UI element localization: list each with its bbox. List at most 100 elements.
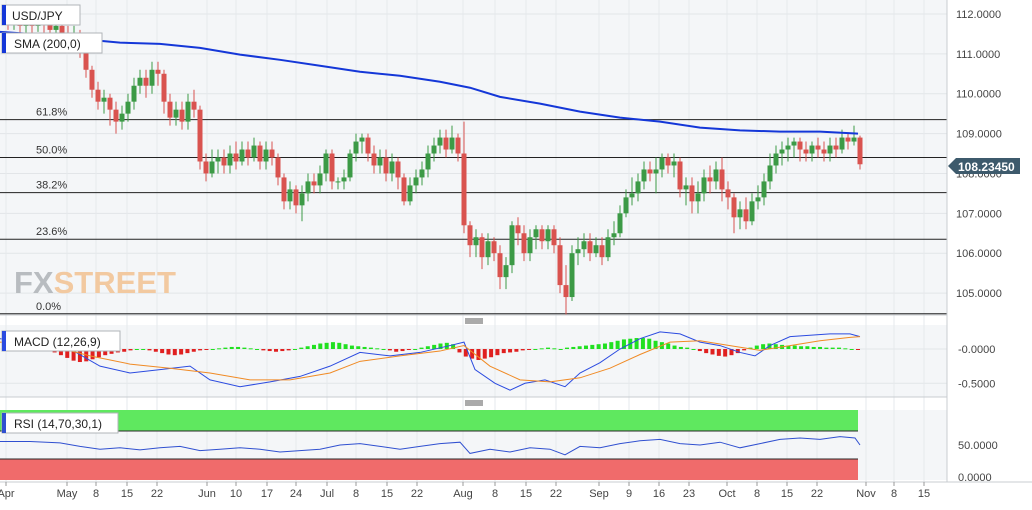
candle-body — [113, 109, 119, 122]
candle-body — [569, 253, 575, 298]
macd-histogram-bar — [571, 346, 576, 349]
time-axis-tick: 8 — [754, 488, 760, 500]
macd-histogram-bar — [198, 349, 203, 351]
macd-histogram-bar — [533, 349, 538, 350]
candle-body — [431, 145, 437, 154]
macd-histogram-bar — [356, 346, 361, 349]
candle-body — [713, 169, 719, 182]
macd-histogram-bar — [311, 344, 316, 349]
macd-histogram-bar — [375, 348, 380, 350]
candle-body — [677, 161, 683, 190]
time-axis-tick: 9 — [626, 488, 632, 500]
candle-body — [59, 25, 65, 34]
candle-body — [311, 181, 317, 186]
macd-histogram-bar — [292, 349, 297, 350]
macd-histogram-bar — [856, 349, 860, 350]
price-axis-tick: 107.0000 — [956, 208, 1002, 220]
macd-histogram-bar — [786, 345, 791, 349]
macd-histogram-bar — [274, 349, 279, 352]
candle-body — [509, 225, 515, 266]
macd-histogram-bar — [229, 346, 234, 349]
candle-body — [749, 201, 755, 222]
candle-body — [401, 177, 407, 202]
price-axis-tick: 105.0000 — [956, 288, 1002, 300]
macd-label-box[interactable]: MACD (12,26,9) — [1, 330, 121, 352]
candle-body — [215, 157, 221, 162]
macd-histogram-bar — [799, 346, 804, 349]
macd-histogram-bar — [387, 349, 392, 351]
candle-body — [485, 241, 491, 258]
macd-histogram-bar — [103, 349, 108, 356]
macd-histogram-bar — [716, 349, 721, 356]
time-axis-tick: 8 — [891, 488, 897, 500]
price-axis-tick: 112.0000 — [956, 9, 1001, 21]
macd-histogram-bar — [432, 344, 437, 349]
macd-histogram-bar — [843, 348, 848, 350]
rsi-label-box[interactable]: RSI (14,70,30,1) — [1, 412, 119, 434]
pane-resize-handle[interactable] — [465, 400, 483, 406]
candle-body — [845, 137, 851, 142]
macd-histogram-bar — [849, 349, 854, 350]
time-axis-tick: 15 — [918, 488, 930, 500]
macd-histogram-bar — [236, 346, 241, 349]
time-axis-tick: 15 — [381, 488, 393, 500]
candle-body — [239, 149, 245, 162]
price-axis-tick: 106.0000 — [956, 248, 1002, 260]
candle-body — [719, 169, 725, 190]
sma-label-box[interactable]: SMA (200,0) — [1, 32, 103, 54]
macd-histogram-bar — [830, 347, 835, 349]
candle-body — [815, 145, 821, 150]
macd-histogram-bar — [546, 347, 551, 349]
pane-resize-handle[interactable] — [465, 318, 483, 324]
macd-histogram-bar — [77, 349, 82, 363]
candle-body — [773, 153, 779, 166]
macd-histogram-bar — [71, 349, 76, 361]
time-axis-tick: 15 — [781, 488, 793, 500]
macd-histogram-bar — [824, 347, 829, 349]
candle-body — [323, 153, 329, 174]
candle-body — [281, 177, 287, 202]
macd-histogram-bar — [223, 347, 228, 349]
candle-body — [659, 157, 665, 170]
macd-histogram-bar — [615, 340, 620, 349]
candle-body — [725, 189, 731, 198]
macd-histogram-bar — [90, 349, 95, 360]
macd-histogram-bar — [438, 343, 443, 349]
macd-histogram-bar — [609, 342, 614, 349]
candle-body — [635, 181, 641, 194]
candle-body — [305, 181, 311, 194]
fib-label: 61.8% — [36, 107, 67, 119]
candle-body — [287, 189, 293, 202]
macd-histogram-bar — [685, 347, 690, 349]
rsi-line — [0, 436, 861, 456]
candle-body — [179, 109, 185, 122]
candle-body — [605, 237, 611, 258]
candle-body — [533, 229, 539, 238]
candle-body — [551, 229, 557, 246]
macd-histogram-bar — [343, 344, 348, 349]
macd-histogram-bar — [128, 349, 133, 351]
time-axis-tick: Oct — [718, 488, 735, 500]
candle-body — [593, 245, 599, 254]
macd-histogram-bar — [179, 349, 184, 355]
macd-histogram-bar — [58, 349, 63, 356]
macd-histogram-bar — [280, 349, 285, 352]
macd-histogram-bar — [305, 346, 310, 349]
macd-histogram-bar — [299, 347, 304, 349]
candle-body — [371, 153, 377, 166]
candle-body — [119, 113, 125, 122]
candle-body — [137, 77, 143, 86]
time-axis-tick: 15 — [520, 488, 532, 500]
sma-200-line — [0, 30, 859, 135]
candle-body — [89, 69, 95, 90]
symbol-label-box[interactable]: USD/JPY — [1, 4, 81, 26]
macd-line — [0, 331, 861, 391]
candle-body — [527, 237, 533, 254]
candle-body — [383, 157, 389, 174]
candle-body — [167, 101, 173, 118]
candle-body — [389, 161, 395, 174]
current-price-label: 108.23450 — [958, 160, 1015, 174]
time-axis-tick: 22 — [411, 488, 423, 500]
candle-body — [53, 25, 59, 30]
